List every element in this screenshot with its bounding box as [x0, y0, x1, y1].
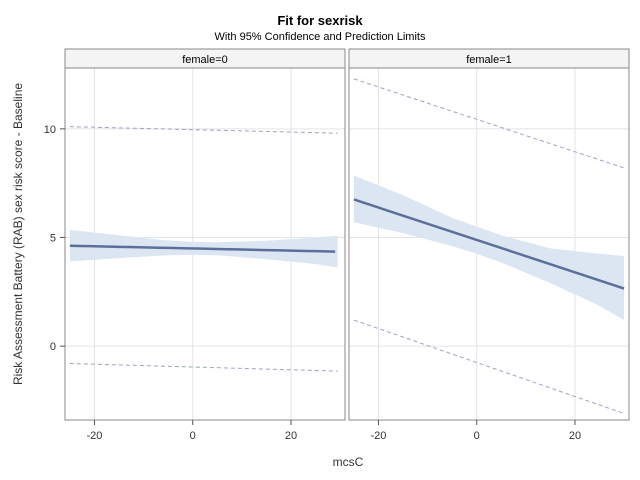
panels: female=0 -20 0 20 0 5 10 female=1 -20 0 20	[44, 48, 630, 442]
prediction-limit-lower	[353, 319, 625, 414]
chart-title: Fit for sexrisk	[277, 13, 363, 28]
x-tick-label: -20	[87, 430, 103, 442]
x-tick-label: 20	[285, 430, 297, 442]
confidence-band	[353, 175, 625, 321]
prediction-limit-lower	[69, 363, 338, 372]
y-tick-label: 10	[44, 124, 56, 136]
panel-2: female=1 -20 0 20	[348, 48, 630, 442]
x-tick-label: 20	[569, 430, 581, 442]
x-tick-label: 0	[474, 430, 480, 442]
y-tick-label: 5	[50, 232, 56, 244]
chart-subtitle: With 95% Confidence and Prediction Limit…	[215, 31, 426, 43]
x-tick-label: 0	[190, 430, 196, 442]
fit-line	[69, 244, 336, 253]
fit-line	[353, 198, 625, 290]
x-axis-label: mcsC	[333, 455, 364, 469]
x-tick-label: -20	[371, 430, 387, 442]
panel-frame	[64, 67, 346, 421]
prediction-limit-upper	[69, 126, 338, 134]
panel-label: female=0	[182, 54, 228, 66]
y-axis-label: Risk Assessment Battery (RAB) sex risk s…	[11, 83, 25, 385]
panel-1: female=0 -20 0 20 0 5 10	[44, 48, 346, 442]
y-tick-label: 0	[50, 341, 56, 353]
panel-label: female=1	[466, 54, 512, 66]
panel-frame	[348, 67, 630, 421]
prediction-limit-upper	[353, 78, 625, 169]
